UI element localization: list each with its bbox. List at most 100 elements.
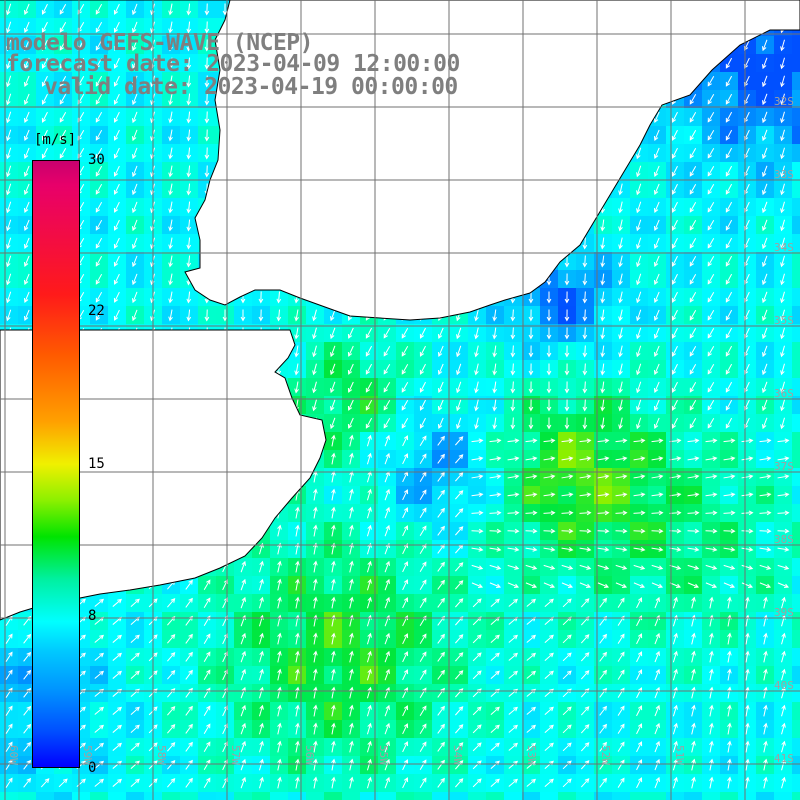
wind-arrow [347, 345, 354, 357]
wind-arrow [780, 273, 785, 286]
latitude-label: 40S [774, 679, 794, 692]
wind-arrow [6, 75, 12, 88]
wind-arrow [168, 39, 173, 52]
wind-arrow [95, 57, 103, 69]
wind-arrow [636, 219, 642, 232]
wind-arrow [294, 309, 299, 322]
wind-arrow [671, 147, 678, 159]
wind-arrow [168, 111, 173, 124]
field-cell [792, 504, 800, 522]
field-cell [792, 234, 800, 252]
wind-arrow [546, 309, 552, 322]
wind-arrow [600, 237, 606, 250]
wind-arrow [6, 39, 12, 52]
wind-arrow [59, 57, 67, 69]
wind-arrow [671, 237, 678, 249]
wind-arrow [204, 309, 210, 322]
wind-arrow [95, 273, 103, 285]
field-cell [630, 792, 648, 800]
wind-arrow [131, 219, 138, 232]
wind-arrow [113, 147, 120, 159]
field-cell [702, 792, 720, 800]
field-cell [756, 792, 774, 800]
wind-arrow [168, 273, 173, 286]
field-cell [360, 792, 378, 800]
field-cell [648, 792, 666, 800]
wind-arrow [6, 219, 12, 232]
wind-arrow [653, 201, 660, 214]
wind-arrow [6, 129, 12, 142]
wind-arrow [780, 111, 785, 124]
wind-arrow [419, 327, 426, 339]
wind-arrow [780, 327, 785, 340]
colorbar [32, 160, 80, 768]
wind-arrow [780, 201, 785, 214]
wind-arrow [23, 39, 30, 52]
wind-arrow [546, 327, 552, 340]
field-cell [288, 792, 306, 800]
field-cell [792, 126, 800, 144]
wind-arrow [113, 93, 120, 105]
wind-arrow [6, 21, 12, 34]
wind-arrow [762, 183, 768, 196]
field-cell [792, 216, 800, 234]
field-cell [792, 648, 800, 666]
wind-arrow [618, 327, 623, 340]
wind-arrow [186, 3, 192, 16]
wind-arrow [474, 345, 479, 358]
wind-arrow [330, 327, 336, 340]
wind-arrow [762, 327, 768, 340]
wind-arrow [762, 237, 768, 250]
field-cell [792, 558, 800, 576]
wind-arrow [95, 309, 103, 321]
wind-arrow [113, 57, 120, 69]
wind-arrow [636, 201, 642, 214]
wind-arrow [401, 345, 409, 357]
field-cell [792, 414, 800, 432]
wind-arrow [528, 309, 534, 322]
wind-arrow [131, 3, 138, 16]
field-cell [792, 162, 800, 180]
field-cell [18, 792, 36, 800]
wind-arrow [689, 309, 697, 321]
wind-arrow [419, 345, 426, 357]
field-cell [54, 792, 72, 800]
wind-arrow [707, 183, 715, 195]
wind-arrow [600, 309, 606, 322]
wind-arrow [653, 327, 660, 340]
latitude-label: 32S [774, 95, 794, 108]
field-cell [792, 144, 800, 162]
wind-arrow [6, 291, 12, 304]
wind-arrow [671, 291, 678, 303]
wind-arrow [582, 255, 588, 268]
wind-arrow [725, 147, 733, 159]
wind-arrow [23, 255, 30, 268]
wind-arrow [41, 75, 48, 87]
wind-arrow [113, 237, 120, 249]
wind-arrow [23, 183, 30, 196]
wind-arrow [23, 219, 30, 232]
wind-arrow [671, 201, 678, 213]
wind-arrow [762, 255, 768, 268]
wind-arrow [780, 147, 785, 160]
wind-arrow [725, 129, 733, 141]
latitude-label: 41S [774, 752, 794, 765]
wind-arrow [186, 255, 192, 268]
wind-arrow [546, 291, 552, 304]
wind-arrow [689, 165, 697, 177]
field-cell [378, 792, 396, 800]
wind-arrow [582, 291, 588, 304]
wind-arrow [707, 219, 715, 231]
wind-arrow [59, 147, 67, 159]
wind-arrow [113, 129, 120, 141]
latitude-label: 37S [774, 460, 794, 473]
wind-arrow [474, 309, 479, 322]
wind-arrow [23, 57, 30, 70]
wind-arrow [636, 309, 642, 322]
wind-arrow [689, 129, 697, 141]
wind-arrow [131, 273, 138, 286]
wind-arrow [780, 129, 785, 142]
wind-arrow [258, 291, 264, 304]
field-cell [792, 342, 800, 360]
field-cell [558, 792, 576, 800]
